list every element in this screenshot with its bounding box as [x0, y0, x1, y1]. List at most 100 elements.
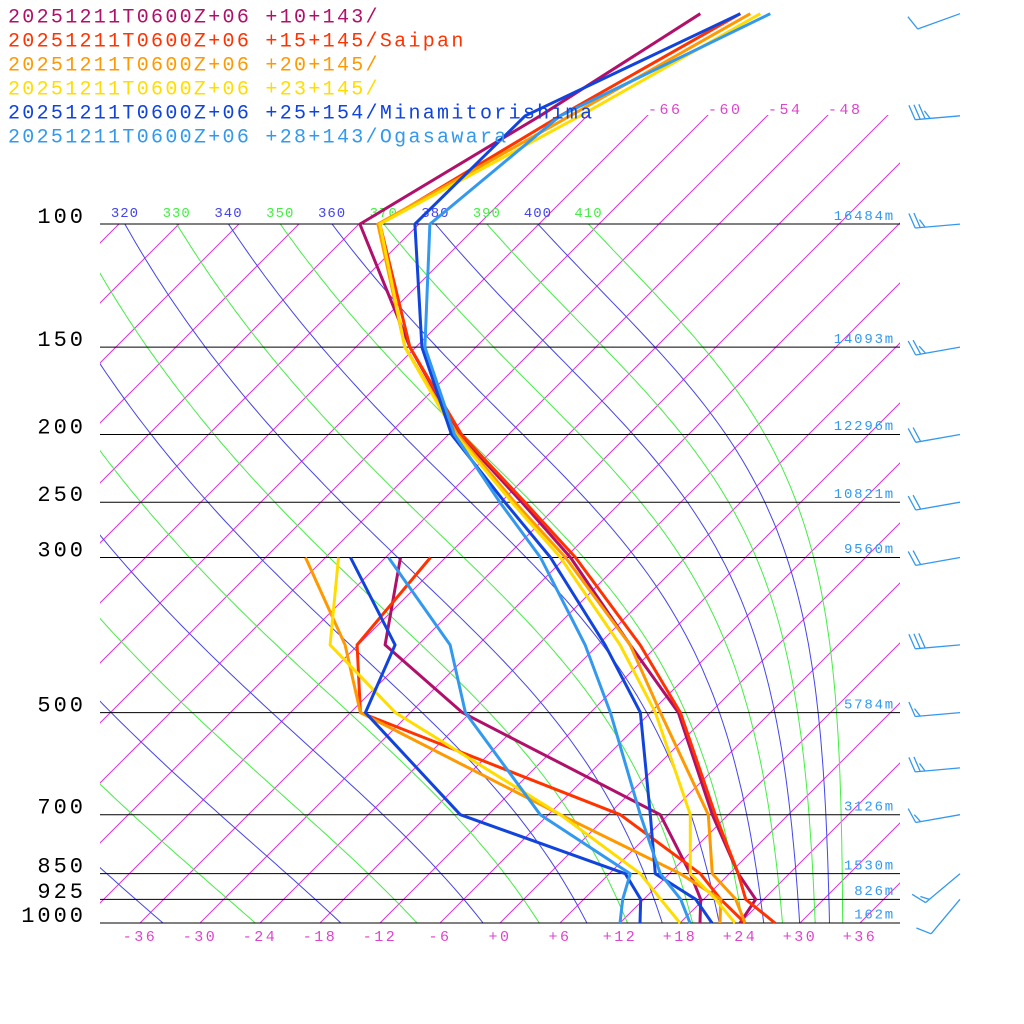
wind-barb — [907, 427, 961, 443]
adiabat-label: 390 — [473, 206, 501, 222]
adiabat-label: 360 — [318, 206, 346, 222]
y-tick-label: 250 — [37, 483, 86, 508]
legend-entry: 20251211T0600Z+06 +15+145/Saipan — [8, 30, 466, 53]
x-tick-label: -24 — [243, 929, 278, 946]
isotherm — [739, 762, 900, 923]
isotherm — [199, 222, 900, 923]
adiabat — [100, 534, 484, 923]
x-tick-label: +30 — [783, 929, 818, 946]
y-tick-label: 200 — [37, 415, 86, 440]
x-tick-label: +0 — [488, 929, 511, 946]
wind-barb — [907, 339, 961, 356]
x-tick-label: +36 — [843, 929, 878, 946]
wind-barb — [907, 808, 961, 824]
isotherm-label: -66 — [648, 102, 683, 119]
adiabat — [100, 272, 628, 923]
adiabat-label: 350 — [266, 206, 294, 222]
adiabat — [279, 224, 744, 923]
x-tick-label: -36 — [123, 929, 158, 946]
legend-entry: 20251211T0600Z+06 +20+145/ — [8, 54, 380, 77]
wind-barb — [908, 756, 961, 773]
y-tick-label: 150 — [37, 328, 86, 353]
wind-barb — [908, 633, 961, 650]
legend: 20251211T0600Z+06 +10+143/20251211T0600Z… — [8, 6, 594, 149]
wind-barb — [911, 873, 961, 904]
dewpoint-line — [349, 556, 643, 924]
temperature-line — [376, 12, 752, 924]
wind-barbs — [907, 13, 961, 935]
isotherm — [559, 582, 900, 923]
isotherm — [139, 162, 900, 923]
legend-entry: 20251211T0600Z+06 +10+143/ — [8, 6, 380, 29]
adiabat — [100, 700, 342, 923]
isotherm — [379, 402, 900, 923]
temperature-line — [423, 12, 771, 924]
adiabat — [383, 224, 783, 923]
adiabat-label: 410 — [574, 206, 602, 222]
dewpoint-line — [383, 557, 703, 924]
legend-entry: 20251211T0600Z+06 +23+145/ — [8, 78, 380, 101]
y-tick-label: 700 — [37, 796, 86, 821]
legend-entry: 20251211T0600Z+06 +25+154/Minamitorishim… — [8, 102, 594, 125]
temperature-line — [378, 12, 762, 924]
adiabat-label: 340 — [214, 206, 242, 222]
y-tick-label: 850 — [37, 854, 86, 879]
y-tick-label: 100 — [37, 205, 86, 230]
x-tick-label: -12 — [363, 929, 398, 946]
wind-barb — [916, 898, 961, 935]
adiabat — [124, 224, 663, 923]
height-label: 826m — [854, 884, 895, 900]
wind-barb — [908, 104, 961, 121]
isotherm-label: -54 — [768, 102, 803, 119]
adiabat — [537, 224, 830, 923]
adiabat — [100, 449, 540, 923]
wind-barb — [908, 701, 961, 718]
isotherm — [100, 115, 889, 904]
height-label: 10821m — [834, 487, 895, 503]
adiabat — [100, 617, 418, 923]
isotherm-label: -60 — [708, 102, 743, 119]
x-tick-label: -18 — [303, 929, 338, 946]
isotherm — [619, 642, 900, 923]
y-tick-label: 925 — [37, 880, 86, 905]
x-tick-label: -30 — [183, 929, 218, 946]
x-tick-label: -6 — [428, 929, 451, 946]
adiabat — [486, 224, 816, 923]
dewpoint-line — [387, 556, 632, 924]
adiabat — [588, 224, 844, 923]
isotherm — [259, 282, 900, 923]
adiabat — [435, 224, 801, 923]
dewpoint-line — [328, 557, 682, 924]
wind-barb — [907, 550, 961, 567]
x-tick-label: +6 — [548, 929, 571, 946]
x-tick-label: +24 — [723, 929, 758, 946]
labels: 100 16484m 150 14093m 200 12296m 250 10821m 300 9… — [21, 102, 900, 946]
adiabat — [176, 224, 694, 923]
isotherm — [100, 224, 360, 484]
adiabat-label: 330 — [163, 206, 191, 222]
height-label: 1530m — [844, 858, 895, 874]
isotherm — [100, 115, 709, 724]
adiabat-label: 320 — [111, 206, 139, 222]
height-label: 16484m — [834, 209, 895, 225]
isotherm-label: -48 — [828, 102, 863, 119]
adiabat — [331, 224, 765, 923]
adiabat-label: 400 — [524, 206, 552, 222]
adiabat — [100, 783, 256, 923]
x-tick-label: +12 — [603, 929, 638, 946]
isotherm — [679, 702, 900, 923]
isotherm — [100, 224, 420, 544]
isotherm — [100, 115, 589, 604]
height-label: 5784m — [844, 697, 895, 713]
height-label: 9560m — [844, 542, 895, 558]
height-label: 162m — [854, 908, 895, 924]
height-label: 12296m — [834, 419, 895, 435]
soundings — [304, 12, 776, 925]
height-label: 14093m — [834, 332, 895, 348]
isotherm — [439, 462, 900, 923]
isotherm — [100, 115, 769, 784]
adiabats — [100, 224, 844, 923]
wind-barb — [907, 13, 961, 30]
legend-entry: 20251211T0600Z+06 +28+143/Ogasawara — [8, 126, 509, 149]
